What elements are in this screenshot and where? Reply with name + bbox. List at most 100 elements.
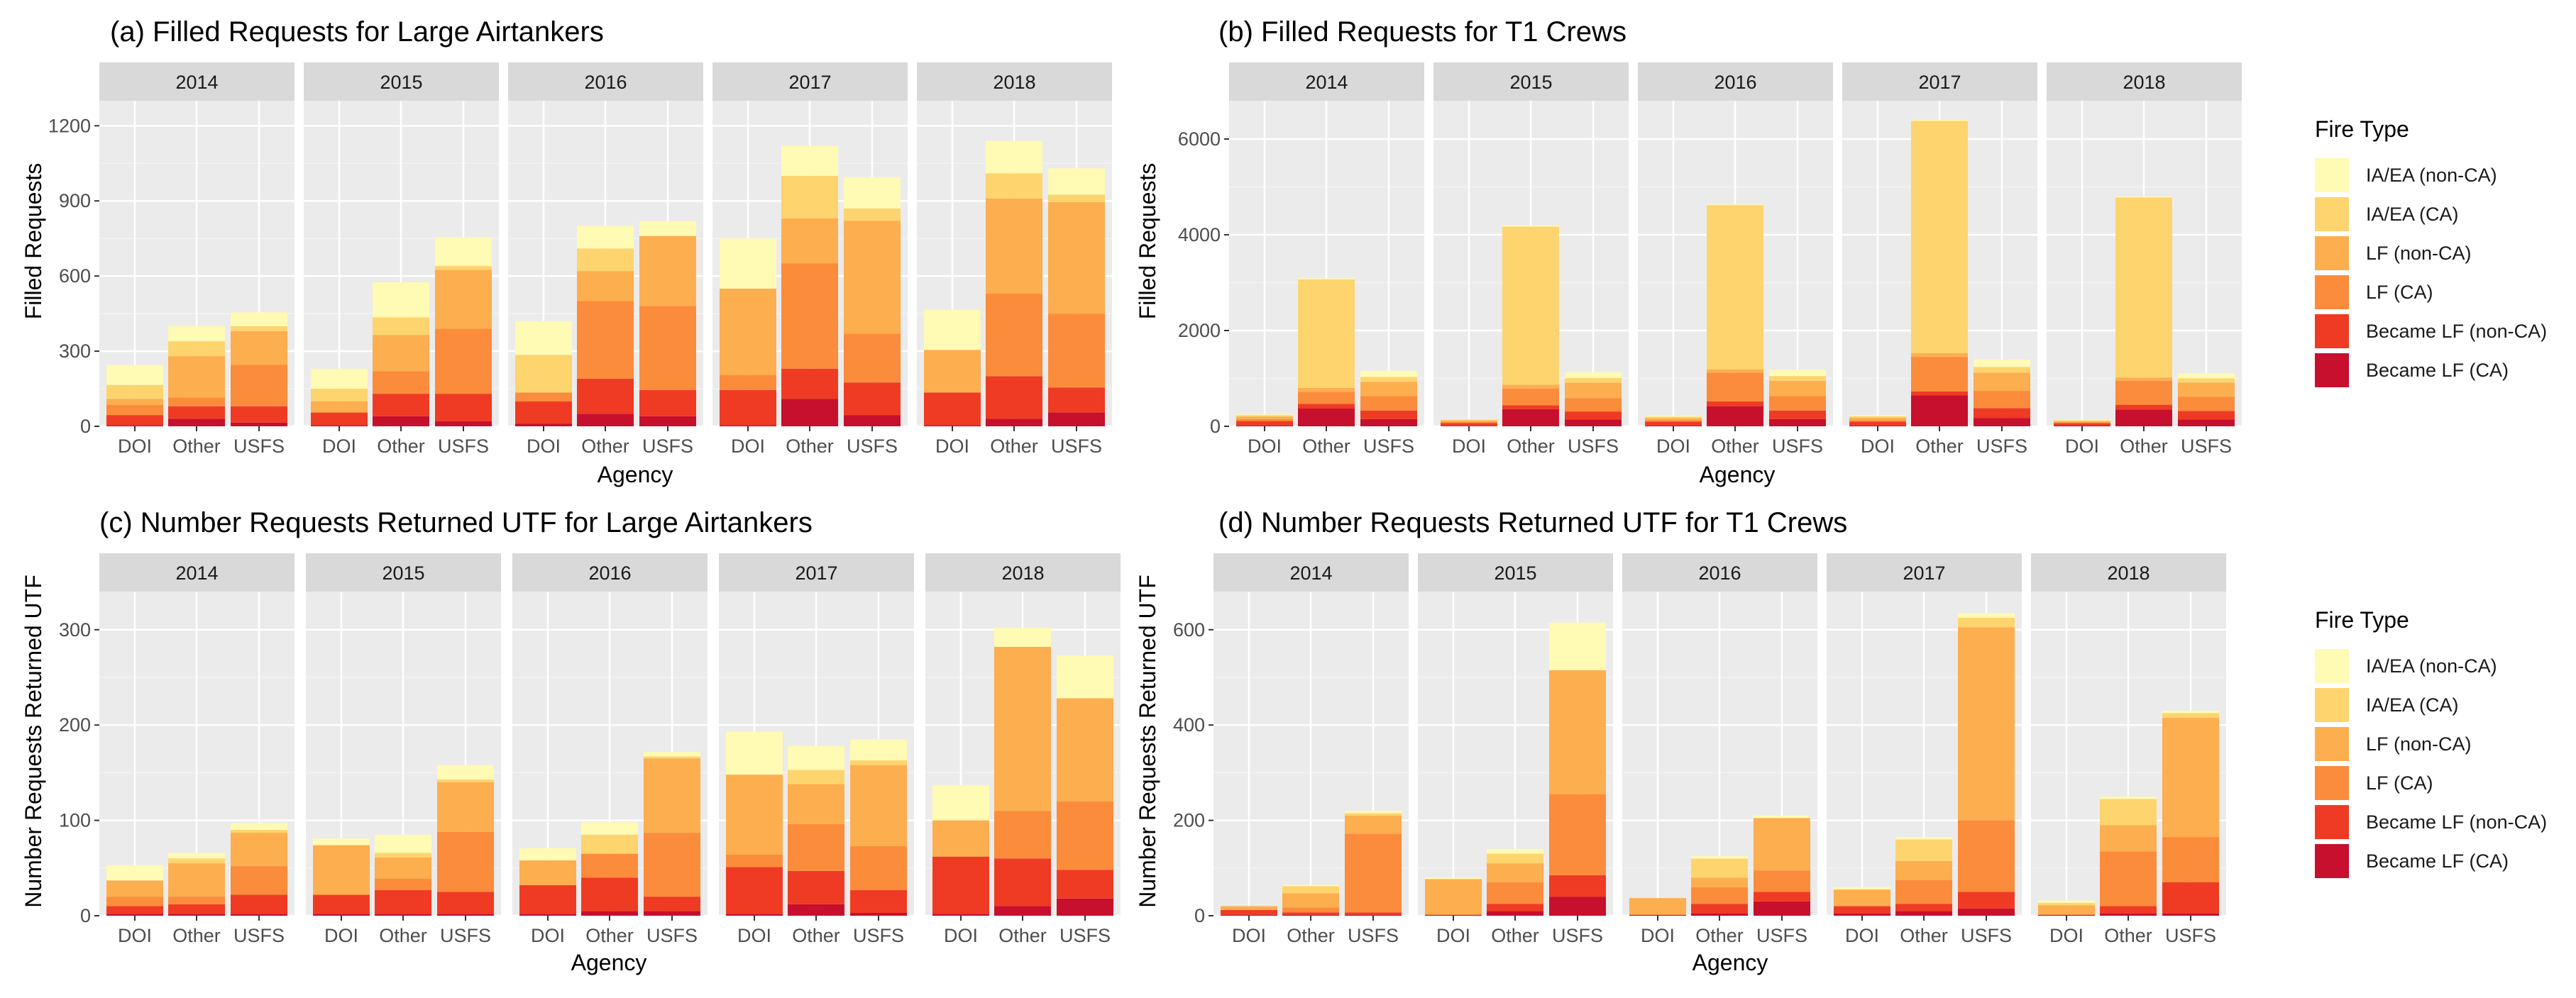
bar-segment-doi-1 (1441, 423, 1497, 426)
facet-strip-label: 2017 (1903, 562, 1945, 584)
bar-segment-doi-5 (106, 865, 163, 881)
bar-segment-other-2 (994, 811, 1051, 859)
bar-segment-doi-5 (932, 784, 989, 821)
bar-segment-doi-1 (313, 894, 370, 914)
bar-segment-usfs-3 (2162, 718, 2219, 838)
bar-segment-usfs-1 (1057, 870, 1113, 899)
bar-segment-other-5 (1911, 120, 1968, 121)
bar-segment-doi-3 (1221, 906, 1277, 910)
facet-strip-label: 2014 (1289, 562, 1332, 584)
bar-segment-usfs-2 (231, 866, 287, 895)
facet-strip (512, 553, 708, 592)
x-tick-label: DOI (1248, 436, 1282, 457)
bar-segment-usfs-5 (1360, 370, 1417, 377)
x-tick-label: Other (1287, 925, 1335, 946)
bar-segment-usfs-3 (1754, 818, 1810, 871)
legend-label: IA/EA (non-CA) (2366, 165, 2497, 186)
chart-1: (b) Filled Requests for T1 Crews Filled R… (1135, 16, 2242, 487)
y-tick-label: 900 (59, 190, 91, 211)
bar-segment-other-1 (986, 376, 1042, 419)
bar-segment-doi-0 (1221, 914, 1277, 916)
bar-segment-doi-0 (106, 425, 163, 426)
bar-segment-usfs-1 (644, 897, 700, 911)
x-tick-label: USFS (1552, 925, 1603, 946)
bar-segment-doi-5 (726, 731, 783, 775)
bar-segment-usfs-3 (1565, 382, 1622, 399)
x-tick-label: DOI (1436, 925, 1470, 946)
bar-segment-other-5 (788, 745, 844, 770)
facet-strip (719, 553, 914, 592)
bar-segment-doi-2 (1645, 420, 1702, 422)
legend-swatch (2315, 688, 2349, 722)
facet-strip-label: 2018 (1001, 562, 1044, 584)
bar-segment-doi-2 (106, 404, 163, 416)
bar-segment-other-3 (373, 335, 429, 372)
x-tick-label: Other (998, 925, 1047, 946)
bar-segment-doi-1 (1236, 421, 1293, 426)
y-tick-label: 300 (59, 340, 91, 362)
bar-segment-other-0 (1298, 409, 1355, 426)
facet-strip (306, 553, 501, 592)
bar-segment-usfs-3 (231, 833, 287, 867)
chart-0: (a) Filled Requests for Large Airtankers… (21, 16, 1112, 487)
x-tick-label: USFS (1348, 925, 1399, 946)
bar-segment-other-0 (577, 414, 634, 426)
bar-segment-doi-5 (106, 365, 163, 385)
y-tick-label: 0 (80, 416, 91, 437)
facet-2015: 2015 DOI Other USFS (1418, 553, 1613, 946)
bar-segment-usfs-5 (231, 312, 287, 326)
bar-segment-usfs-2 (1360, 396, 1417, 411)
bar-segment-doi-3 (726, 775, 783, 855)
bar-segment-other-1 (994, 858, 1051, 906)
bar-segment-usfs-3 (1057, 698, 1113, 802)
bar-segment-doi-3 (720, 288, 776, 375)
facet-2018: 2018 DOI Other USFS (2031, 553, 2226, 946)
bar-segment-other-4 (168, 340, 225, 357)
bar-segment-doi-1 (720, 389, 776, 426)
bar-segment-other-2 (577, 301, 634, 379)
bar-segment-usfs-2 (1958, 820, 2015, 892)
bar-segment-other-1 (1895, 904, 1952, 911)
bar-segment-usfs-1 (437, 892, 494, 914)
bar-segment-other-4 (375, 853, 431, 858)
bar-segment-other-1 (577, 378, 634, 414)
bar-segment-doi-5 (2054, 419, 2110, 421)
facet-strip (99, 553, 295, 592)
bar-segment-other-5 (781, 145, 838, 176)
bar-segment-other-5 (986, 140, 1042, 174)
legend-label: LF (CA) (2366, 282, 2433, 303)
bar-segment-usfs-4 (1565, 377, 1622, 383)
bar-segment-usfs-4 (1958, 617, 2015, 628)
bar-segment-doi-0 (313, 914, 370, 916)
facet-2014: 2014 DOI Other USFS (1229, 62, 1424, 457)
x-tick-label: USFS (1568, 436, 1619, 457)
bar-segment-other-0 (2100, 913, 2157, 916)
bar-segment-usfs-1 (1769, 410, 1826, 419)
bar-segment-doi-4 (1849, 416, 1906, 418)
bar-segment-other-5 (2100, 796, 2157, 799)
bar-segment-doi-3 (1441, 420, 1497, 422)
bar-segment-usfs-1 (2178, 411, 2235, 420)
bar-segment-usfs-5 (231, 823, 287, 831)
x-tick-label: DOI (531, 925, 565, 946)
bar-segment-other-0 (168, 418, 225, 426)
x-axis-title: Agency (1700, 462, 1776, 487)
x-tick-label: Other (2104, 925, 2152, 946)
bar-segment-other-4 (581, 834, 638, 854)
bar-segment-usfs-2 (1048, 314, 1105, 388)
bar-segment-doi-3 (106, 880, 163, 897)
bar-segment-other-5 (1502, 225, 1559, 227)
bar-segment-other-3 (1707, 369, 1763, 373)
x-tick-label: Other (990, 436, 1038, 457)
x-tick-label: DOI (2065, 436, 2099, 457)
bar-segment-usfs-2 (1769, 396, 1826, 411)
x-tick-label: USFS (1976, 436, 2027, 457)
bar-segment-usfs-1 (639, 389, 696, 416)
bar-segment-other-3 (577, 271, 634, 301)
bar-segment-other-0 (1691, 913, 1748, 916)
legend-title: Fire Type (2315, 607, 2409, 633)
bar-segment-other-1 (1911, 391, 1968, 396)
bar-segment-other-3 (781, 218, 838, 264)
bar-segment-usfs-1 (1360, 410, 1417, 419)
bar-segment-other-1 (1502, 405, 1559, 409)
